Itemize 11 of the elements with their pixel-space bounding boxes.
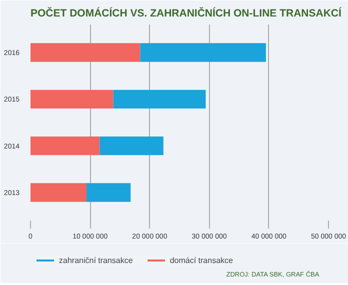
bar	[30, 183, 87, 202]
bar	[100, 136, 164, 156]
bar	[86, 183, 131, 202]
bar	[140, 43, 266, 62]
legend-label: zahraniční transakce	[59, 255, 133, 265]
bar	[113, 90, 206, 108]
bar	[30, 136, 100, 156]
bar	[30, 43, 140, 62]
bar	[30, 90, 114, 108]
chart-title: POČET DOMÁCÍCH VS. ZAHRANIČNÍCH ON-LINE TRANSAKCÍ	[30, 6, 342, 20]
legend-label: domácí transakce	[170, 255, 233, 265]
